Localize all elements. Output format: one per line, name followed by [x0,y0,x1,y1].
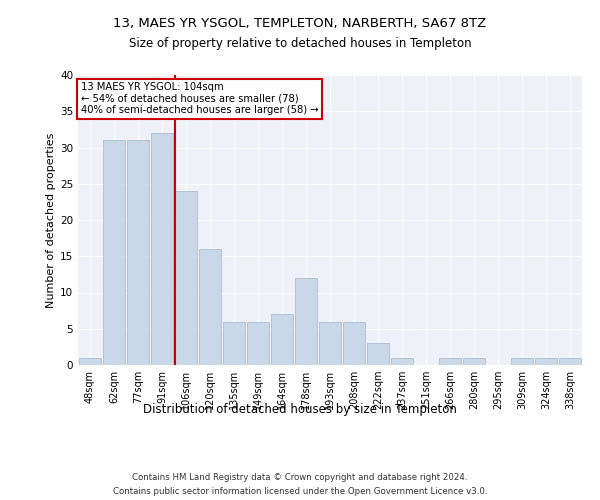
Bar [151,133,173,365]
Bar [343,322,365,365]
Bar [295,278,317,365]
Bar [175,191,197,365]
Text: 13 MAES YR YSGOL: 104sqm
← 54% of detached houses are smaller (78)
40% of semi-d: 13 MAES YR YSGOL: 104sqm ← 54% of detach… [80,82,318,116]
Y-axis label: Number of detached properties: Number of detached properties [46,132,56,308]
Bar [103,140,125,365]
Bar [367,343,389,365]
Text: Size of property relative to detached houses in Templeton: Size of property relative to detached ho… [128,38,472,51]
Bar [439,358,461,365]
Bar [559,358,581,365]
Bar [127,140,149,365]
Bar [223,322,245,365]
Bar [319,322,341,365]
Bar [79,358,101,365]
Bar [199,249,221,365]
Bar [463,358,485,365]
Bar [511,358,533,365]
Text: Distribution of detached houses by size in Templeton: Distribution of detached houses by size … [143,402,457,415]
Text: Contains HM Land Registry data © Crown copyright and database right 2024.: Contains HM Land Registry data © Crown c… [132,472,468,482]
Bar [247,322,269,365]
Text: Contains public sector information licensed under the Open Government Licence v3: Contains public sector information licen… [113,488,487,496]
Text: 13, MAES YR YSGOL, TEMPLETON, NARBERTH, SA67 8TZ: 13, MAES YR YSGOL, TEMPLETON, NARBERTH, … [113,18,487,30]
Bar [271,314,293,365]
Bar [391,358,413,365]
Bar [535,358,557,365]
